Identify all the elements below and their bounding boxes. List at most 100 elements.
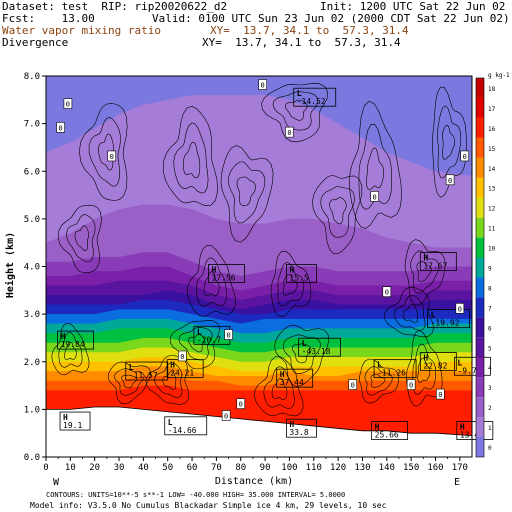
contour-line	[358, 123, 393, 210]
extremum-label: H19.84	[57, 330, 95, 350]
extremum-value: -20.7	[197, 335, 221, 344]
extremum-kind: H	[280, 370, 285, 379]
extremum-label: H25.66	[371, 421, 409, 440]
colorbar-swatch	[476, 437, 484, 457]
contour-line	[417, 357, 431, 383]
y-tick-label: 3.0	[24, 310, 40, 320]
zero-contour-label: 0	[436, 388, 445, 400]
extremum-value: 17.56	[212, 273, 236, 282]
zero-contour-label: 0	[178, 350, 187, 362]
contour-line	[154, 362, 183, 398]
dataset-line: Dataset: test RIP: rip20020622_d2	[2, 0, 228, 13]
extremum-value: 33.8	[289, 428, 308, 437]
contour-line	[370, 373, 386, 388]
zero-box	[460, 150, 469, 162]
colorbar-label: 9	[488, 266, 492, 273]
extremum-box	[298, 337, 342, 357]
extremum-box	[164, 416, 208, 436]
extremum-label: H15.5	[286, 264, 317, 283]
extremum-value: -14.52	[297, 97, 326, 106]
zero-box	[63, 98, 73, 109]
x-tick-label: 130	[354, 463, 370, 473]
contour-line	[442, 124, 455, 160]
extremum-kind: L	[457, 358, 462, 367]
x-tick-label: 120	[330, 463, 346, 473]
field1-xy: XY= 13.7, 34.1 to 57.3, 31.4	[210, 24, 409, 37]
zero-box	[236, 398, 246, 409]
contour-line	[277, 262, 305, 307]
extremum-box	[293, 87, 337, 107]
extremum-label: L-14.66	[164, 416, 208, 436]
zero-text: 0	[180, 353, 184, 361]
zero-text: 0	[261, 82, 265, 90]
colorbar-label: 5	[488, 345, 492, 352]
model-info: Model info: V3.5.0 No Cumulus Blackadar …	[30, 501, 387, 510]
forecast-hour: Fcst: 13.00	[2, 12, 95, 25]
contour-line	[282, 274, 298, 296]
contour-line	[178, 326, 213, 361]
contour-line	[236, 176, 256, 207]
colorbar-swatch	[476, 397, 484, 418]
contour-info: CONTOURS: UNITS=10**-5 s**-1 LOW= -40.00…	[46, 491, 345, 499]
contour-line	[57, 204, 102, 274]
zero-box	[178, 350, 187, 362]
contour-line	[228, 161, 266, 224]
zero-text: 0	[458, 305, 462, 313]
extremum-box	[419, 252, 457, 271]
extremum-box	[59, 411, 91, 431]
colorbar-label: 8	[488, 285, 492, 292]
extremum-label: H17.56	[208, 264, 245, 283]
x-tick-label: 90	[260, 463, 271, 473]
extremum-kind: L	[168, 418, 173, 427]
contour-line	[195, 257, 227, 307]
extremum-box	[57, 330, 95, 350]
zero-contour-label: 0	[285, 126, 294, 138]
x-tick-label: 10	[65, 463, 76, 473]
x-tick-label: 140	[379, 463, 395, 473]
x-tick-label: 60	[187, 463, 198, 473]
contour-line	[74, 225, 90, 252]
colorbar-swatch	[476, 337, 484, 358]
extremum-label: H37.44	[276, 368, 314, 388]
terrain-surface	[45, 406, 473, 458]
extremum-box	[419, 352, 457, 371]
contour-line	[162, 371, 177, 390]
zero-box	[370, 191, 379, 202]
colorbar-swatch	[476, 237, 484, 258]
contour-line	[274, 324, 330, 387]
contour-line	[88, 117, 121, 187]
contour-line	[384, 286, 434, 338]
field2-name: Divergence	[2, 36, 69, 49]
extremum-value: 24.21	[170, 369, 194, 378]
zero-box	[224, 329, 233, 340]
y-tick-label: 2.0	[24, 358, 40, 368]
extremum-kind: H	[170, 361, 175, 370]
colorbar-frame	[475, 77, 485, 458]
extremum-value: 19.1	[63, 421, 82, 430]
zero-contour-label: 0	[258, 79, 267, 90]
zero-contour-label: 0	[224, 329, 233, 340]
colorbar-swatch	[476, 297, 484, 318]
contour-line	[272, 91, 319, 131]
colorbar-swatch	[476, 417, 484, 438]
zero-text: 0	[239, 401, 243, 409]
extremum-value: 15.5	[289, 273, 308, 282]
colorbar-label: 10	[488, 246, 496, 253]
extremum-kind: L	[377, 361, 382, 370]
contour-line	[98, 133, 114, 171]
contour-line	[203, 271, 220, 297]
colorbar-swatch	[476, 97, 484, 118]
colorbar-label: 7	[488, 305, 492, 312]
colorbar-units: g kg-1	[488, 72, 510, 79]
zero-box	[348, 379, 358, 390]
contour-line	[412, 343, 436, 395]
field2-xy: XY= 13.7, 34.1 to 57.3, 31.4	[202, 36, 401, 49]
extremum-box	[125, 361, 169, 381]
zero-contour-label: 0	[445, 174, 455, 186]
extremum-value: 17.67	[423, 262, 447, 271]
terrain	[45, 406, 473, 458]
zero-box	[382, 286, 392, 297]
contour-line	[416, 261, 432, 282]
extremum-label: H17.67	[419, 252, 457, 271]
contour-line	[220, 145, 274, 243]
